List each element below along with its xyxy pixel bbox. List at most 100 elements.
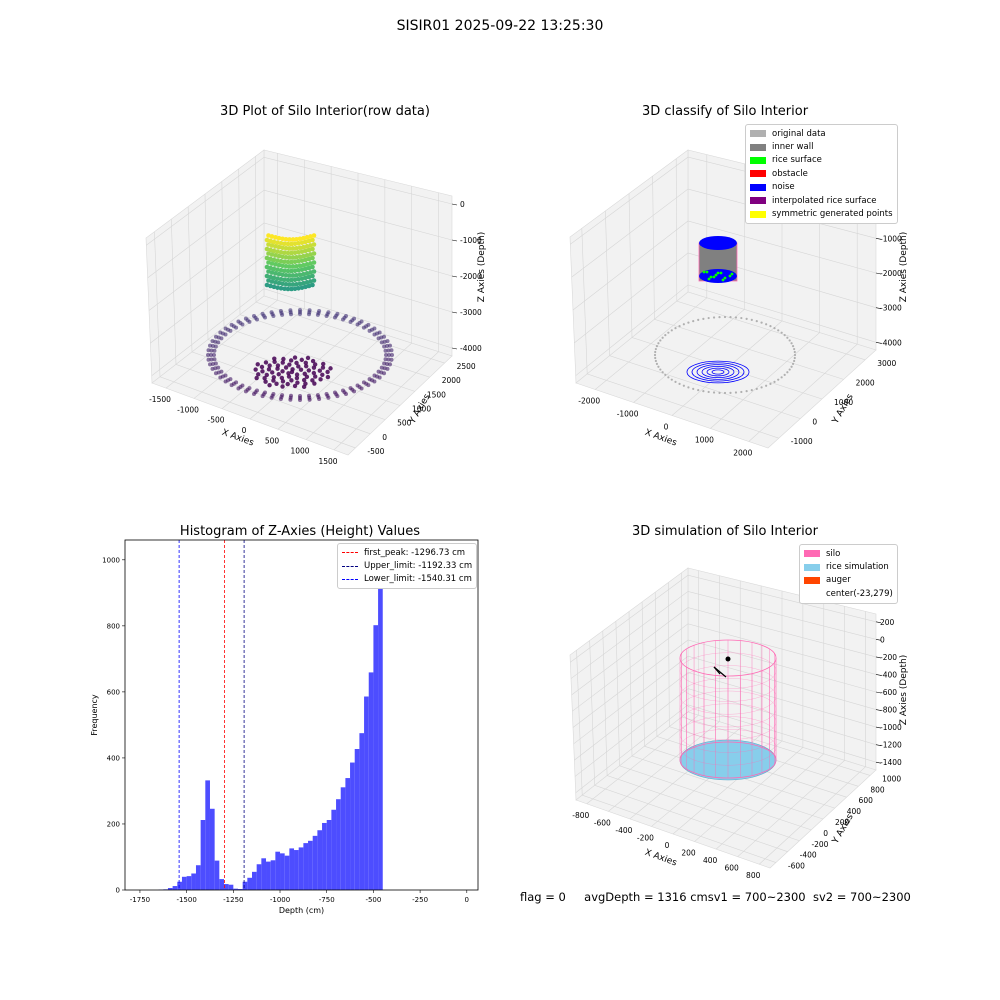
raw-point <box>387 353 391 357</box>
histogram-bar <box>340 787 346 890</box>
histogram-bar <box>317 830 323 890</box>
x-axis-label: X Axies <box>643 428 678 449</box>
classify-point <box>654 359 657 363</box>
raw-point <box>289 286 294 292</box>
raw-point <box>271 375 276 380</box>
noise-ring <box>701 365 735 378</box>
raw-point <box>280 281 285 287</box>
raw-point <box>263 360 269 365</box>
raw-point <box>296 240 301 246</box>
raw-point <box>303 248 308 254</box>
legend-item: symmetric generated points <box>750 207 893 220</box>
legend-label: symmetric generated points <box>772 209 893 220</box>
histogram-bar <box>336 799 341 890</box>
raw-point <box>355 322 360 327</box>
raw-point <box>304 280 310 285</box>
raw-point <box>283 236 289 242</box>
z-tick-label: -3000 <box>460 308 482 317</box>
raw-point <box>209 357 214 362</box>
figure-title: SISIR01 2025-09-22 13:25:30 <box>396 18 604 34</box>
chart-simulation: -800 -600 -400 -200 0 200 400 600 800 -600 -400 -20… <box>569 567 909 880</box>
histogram-bar <box>294 850 299 890</box>
raw-point <box>292 383 298 389</box>
raw-point <box>303 363 309 369</box>
raw-point <box>280 369 285 374</box>
raw-point <box>310 378 315 383</box>
chart-classify: -2000-1000010002000-100001000200030000-1… <box>569 149 909 458</box>
raw-point <box>376 336 381 341</box>
z-axis-label: Z Axies (Depth) <box>899 655 909 726</box>
z-tick <box>451 203 458 206</box>
z-tick <box>875 709 882 711</box>
raw-point <box>306 393 311 398</box>
raw-point <box>267 382 272 388</box>
y-tick-label: 1000 <box>102 556 120 564</box>
rice-surface-point <box>728 274 732 278</box>
classify-point <box>777 329 780 332</box>
legend-swatch <box>750 170 766 178</box>
gridline-x <box>694 596 804 842</box>
raw-point <box>255 388 259 393</box>
raw-point <box>308 261 313 266</box>
raw-point <box>305 355 311 361</box>
raw-point <box>325 374 331 380</box>
gridline-y <box>628 193 823 400</box>
raw-point <box>210 344 215 349</box>
raw-point <box>276 271 282 277</box>
classify-point <box>654 347 657 351</box>
raw-point <box>264 264 270 270</box>
raw-point <box>264 282 270 288</box>
raw-point <box>289 277 294 283</box>
raw-point <box>283 263 289 269</box>
raw-point <box>387 362 392 367</box>
rice-surface-point <box>730 272 734 276</box>
raw-point <box>303 275 308 281</box>
z-tick-label: -1000 <box>880 234 902 243</box>
raw-point <box>278 285 284 291</box>
raw-point <box>287 255 292 260</box>
raw-point <box>301 377 307 383</box>
raw-point <box>296 285 301 291</box>
raw-point <box>290 264 296 269</box>
raw-point <box>269 270 275 275</box>
z-tick-label: -200 <box>880 653 897 662</box>
gridline-y <box>628 611 824 820</box>
chart-histogram: -1750 -1500 -1250 -1000 -750 -500 -250 0 0 200 400… <box>90 539 479 915</box>
raw-point <box>282 277 287 283</box>
raw-point <box>348 386 353 391</box>
center-marker <box>725 656 731 662</box>
raw-point <box>325 369 330 375</box>
legend-simulation: silo rice simulation auger center(-23,27… <box>799 544 898 604</box>
raw-point <box>285 268 291 274</box>
legend-item: Lower_limit: -1540.31 cm <box>342 573 472 586</box>
raw-point <box>324 391 329 396</box>
raw-point <box>275 276 280 281</box>
legend-swatch <box>750 143 766 151</box>
legend-swatch <box>750 183 766 191</box>
raw-point <box>280 254 285 260</box>
gridline-x <box>737 606 845 857</box>
x-tick-label: 1500 <box>318 457 337 466</box>
chart-raw-data: -1500-1000-500050010001500-5000500100015… <box>145 149 487 466</box>
raw-point <box>276 262 282 268</box>
silo-ring <box>679 665 777 702</box>
raw-point <box>372 373 377 378</box>
raw-point <box>254 375 259 381</box>
legend-label: silo <box>826 548 841 559</box>
classify-point <box>654 356 657 360</box>
histogram-bar <box>200 820 206 890</box>
legend-swatch <box>750 156 766 164</box>
raw-point <box>297 281 303 287</box>
z-tick-label: -1400 <box>880 758 902 767</box>
classify-point <box>729 391 732 394</box>
histogram-bar <box>368 672 374 890</box>
raw-point <box>280 236 285 242</box>
classify-point <box>745 317 748 320</box>
y-tick-label: -1000 <box>791 437 813 446</box>
raw-point <box>310 282 315 288</box>
raw-point <box>285 286 291 292</box>
legend-label: noise <box>772 182 795 193</box>
raw-point <box>386 357 391 362</box>
z-tick-label: -1200 <box>880 741 902 750</box>
y-tick-label: 1000 <box>834 398 853 407</box>
